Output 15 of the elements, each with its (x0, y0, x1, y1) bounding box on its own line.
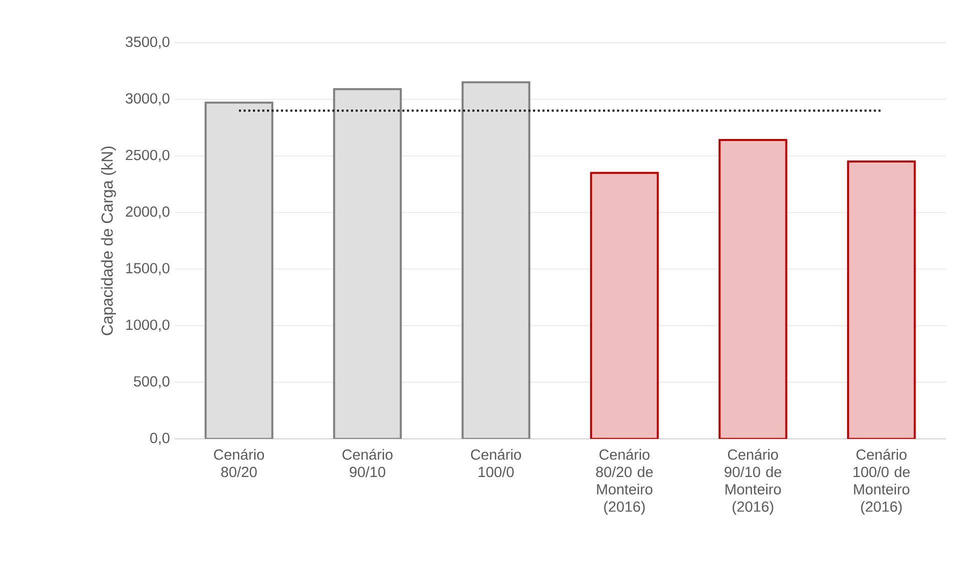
y-tick-label: 3000,0 (126, 93, 170, 106)
y-tick-label: 1000,0 (126, 320, 170, 332)
x-tick-label: Cenário 90/10 de Monteiro (2016) (724, 449, 782, 515)
x-tick-label: Cenário 80/20 de Monteiro (2016) (596, 449, 653, 515)
y-tick-label: 0,0 (150, 433, 170, 446)
y-tick-label: 500,0 (134, 376, 170, 389)
x-tick-label: Cenário 90/10 (342, 449, 393, 478)
x-tick-label: Cenário 100/0 (471, 449, 522, 478)
y-tick-label: 1500,0 (126, 263, 170, 276)
y-axis-title: Capacidade de Carga (kN) (101, 146, 116, 336)
y-tick-label: 3500,0 (126, 36, 170, 49)
y-tick-label: 2000,0 (126, 206, 170, 219)
x-tick-label: Cenário 100/0 de Monteiro (2016) (854, 449, 910, 515)
y-tick-label: 2500,0 (126, 150, 170, 162)
x-tick-label: Cenário 80/20 (214, 449, 264, 478)
